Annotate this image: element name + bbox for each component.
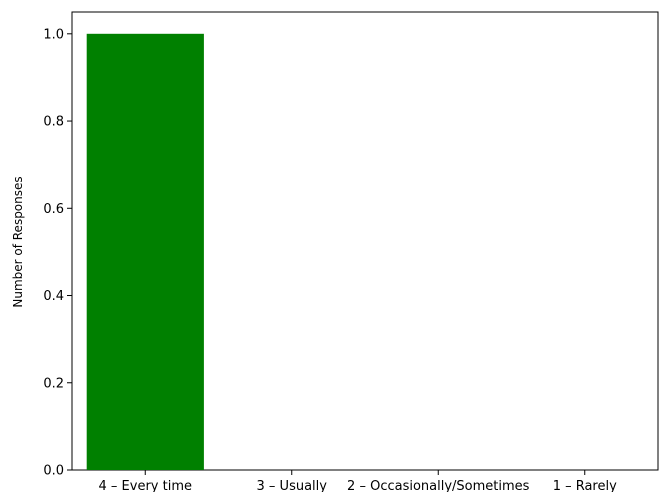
y-tick-label: 0.6 — [43, 202, 64, 217]
x-tick-label: 4 – Every time — [99, 479, 192, 492]
y-tick-label: 0.2 — [43, 376, 64, 391]
y-axis-label: Number of Responses — [11, 176, 25, 307]
y-tick-label: 0.4 — [43, 289, 64, 304]
y-tick-label: 0.0 — [43, 464, 64, 479]
x-axis-ticks: 4 – Every time 3 – Usually 2 – Occasionall… — [99, 470, 617, 492]
bars — [86, 33, 204, 471]
y-tick-label: 1.0 — [43, 27, 64, 42]
x-tick-label: 3 – Usually — [257, 479, 328, 492]
bar-0 — [86, 33, 204, 471]
y-tick-label: 0.8 — [43, 115, 64, 130]
y-axis-ticks: 0.0 0.2 0.4 0.6 0.8 1.0 — [43, 27, 72, 479]
x-tick-label: 2 – Occasionally/Sometimes — [347, 479, 530, 492]
x-tick-label: 1 – Rarely — [553, 479, 617, 492]
